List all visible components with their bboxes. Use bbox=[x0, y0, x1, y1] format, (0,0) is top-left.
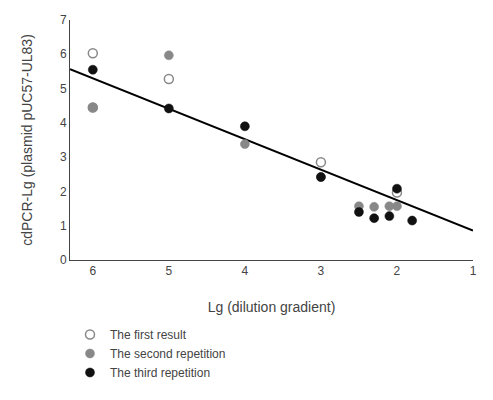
svg-text:5: 5 bbox=[166, 264, 173, 278]
svg-text:1: 1 bbox=[60, 219, 67, 233]
svg-text:2: 2 bbox=[394, 264, 401, 278]
svg-text:0: 0 bbox=[60, 253, 67, 267]
svg-text:Lg (dilution gradient): Lg (dilution gradient) bbox=[208, 299, 336, 315]
svg-text:2: 2 bbox=[60, 185, 67, 199]
svg-text:1: 1 bbox=[470, 264, 477, 278]
svg-text:The third repetition: The third repetition bbox=[110, 366, 210, 380]
svg-text:4: 4 bbox=[242, 264, 249, 278]
svg-text:4: 4 bbox=[60, 116, 67, 130]
svg-text:3: 3 bbox=[318, 264, 325, 278]
svg-text:7: 7 bbox=[60, 13, 67, 27]
svg-text:The second repetition: The second repetition bbox=[110, 347, 225, 361]
svg-text:3: 3 bbox=[60, 150, 67, 164]
svg-text:5: 5 bbox=[60, 82, 67, 96]
svg-text:6: 6 bbox=[60, 47, 67, 61]
svg-text:The first result: The first result bbox=[110, 328, 187, 342]
svg-text:6: 6 bbox=[89, 264, 96, 278]
svg-text:cdPCR-Lg (plasmid pUC57-UL83): cdPCR-Lg (plasmid pUC57-UL83) bbox=[19, 34, 35, 246]
